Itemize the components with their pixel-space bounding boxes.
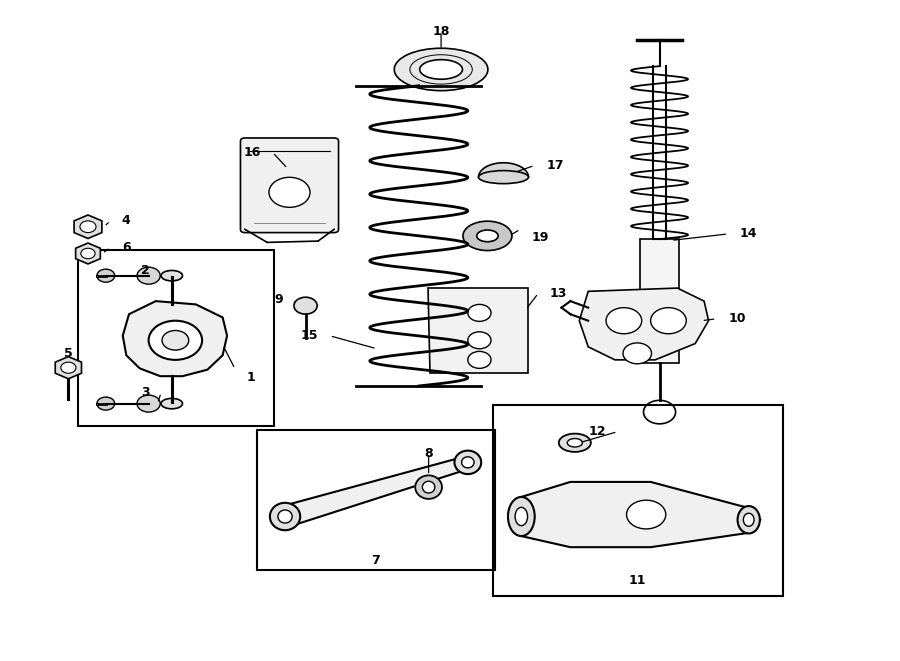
Ellipse shape — [738, 506, 760, 533]
Bar — [640, 239, 680, 363]
Circle shape — [148, 321, 202, 360]
Text: 10: 10 — [728, 312, 746, 325]
FancyBboxPatch shape — [240, 138, 338, 233]
Text: 2: 2 — [140, 264, 149, 277]
Polygon shape — [122, 301, 227, 376]
Ellipse shape — [278, 510, 293, 523]
Ellipse shape — [559, 434, 591, 452]
Polygon shape — [580, 288, 708, 360]
Ellipse shape — [270, 503, 301, 530]
Text: 11: 11 — [628, 574, 646, 587]
Circle shape — [81, 249, 95, 258]
Text: 7: 7 — [372, 555, 381, 567]
Circle shape — [80, 221, 96, 233]
Polygon shape — [280, 457, 471, 526]
Ellipse shape — [161, 270, 183, 281]
Text: 12: 12 — [589, 425, 606, 438]
Text: 8: 8 — [424, 447, 433, 459]
Circle shape — [137, 267, 160, 284]
Circle shape — [468, 305, 491, 321]
Polygon shape — [479, 163, 528, 177]
Ellipse shape — [394, 48, 488, 91]
Ellipse shape — [415, 475, 442, 499]
Text: 16: 16 — [244, 146, 261, 159]
Circle shape — [651, 307, 687, 334]
Text: 14: 14 — [740, 227, 757, 241]
Text: 3: 3 — [141, 386, 149, 399]
Polygon shape — [521, 482, 760, 547]
Ellipse shape — [454, 451, 482, 474]
Text: 18: 18 — [432, 25, 450, 38]
Text: 13: 13 — [550, 287, 567, 300]
Circle shape — [61, 362, 76, 373]
Circle shape — [137, 395, 160, 412]
Circle shape — [606, 307, 642, 334]
Circle shape — [623, 343, 652, 364]
Text: 19: 19 — [532, 231, 549, 245]
Polygon shape — [74, 215, 102, 239]
Ellipse shape — [462, 457, 474, 468]
Ellipse shape — [463, 221, 512, 251]
Circle shape — [468, 332, 491, 349]
Circle shape — [97, 397, 114, 410]
Ellipse shape — [567, 438, 582, 447]
Circle shape — [294, 297, 317, 314]
Bar — [78, 251, 274, 426]
Polygon shape — [76, 243, 100, 264]
Ellipse shape — [422, 481, 435, 493]
Circle shape — [162, 330, 189, 350]
Ellipse shape — [419, 59, 463, 79]
Ellipse shape — [479, 171, 528, 184]
Ellipse shape — [743, 513, 754, 526]
Ellipse shape — [508, 497, 535, 536]
Bar — [493, 405, 783, 596]
Circle shape — [626, 500, 666, 529]
Text: 9: 9 — [274, 293, 284, 305]
Bar — [256, 430, 496, 570]
Circle shape — [269, 177, 310, 208]
Text: 5: 5 — [64, 347, 73, 360]
Text: 15: 15 — [301, 329, 318, 342]
Polygon shape — [428, 288, 528, 373]
Ellipse shape — [515, 508, 527, 525]
Circle shape — [468, 352, 491, 368]
Polygon shape — [55, 356, 82, 379]
Text: 1: 1 — [247, 371, 256, 384]
Ellipse shape — [477, 230, 499, 242]
Text: 17: 17 — [546, 159, 563, 172]
Text: 4: 4 — [122, 214, 130, 227]
Circle shape — [97, 269, 114, 282]
Text: 6: 6 — [122, 241, 130, 254]
Ellipse shape — [161, 399, 183, 408]
